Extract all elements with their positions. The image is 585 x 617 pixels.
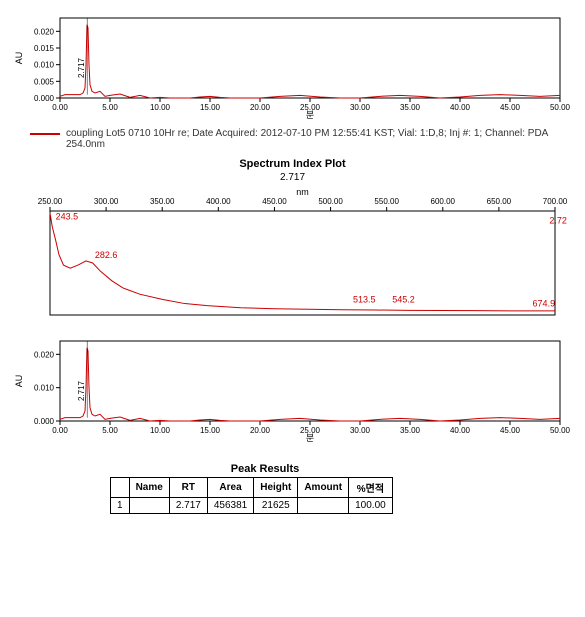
svg-text:35.00: 35.00 <box>400 103 421 112</box>
caption-line2: 254.0nm <box>66 139 548 150</box>
svg-text:300.00: 300.00 <box>94 197 119 206</box>
svg-text:nm: nm <box>296 187 309 197</box>
svg-text:0.020: 0.020 <box>34 27 55 36</box>
svg-text:5.00: 5.00 <box>102 103 118 112</box>
svg-text:분: 분 <box>306 110 314 120</box>
svg-text:513.5: 513.5 <box>353 295 376 305</box>
chromatogram-2: 0.000 0.010 0.020 AU 0.00 5.00 10.00 15.00 20.00… <box>10 333 575 443</box>
svg-text:400.00: 400.00 <box>206 197 231 206</box>
svg-text:5.00: 5.00 <box>102 426 118 435</box>
svg-text:0.010: 0.010 <box>34 384 55 393</box>
svg-text:0.000: 0.000 <box>34 417 55 426</box>
svg-text:10.00: 10.00 <box>150 103 171 112</box>
caption-row: coupling Lot5 0710 10Hr re; Date Acquire… <box>30 128 575 150</box>
svg-text:20.00: 20.00 <box>250 103 271 112</box>
svg-text:40.00: 40.00 <box>450 426 471 435</box>
svg-text:0.020: 0.020 <box>34 350 55 359</box>
table-header: Name <box>129 478 169 498</box>
svg-text:674.9: 674.9 <box>533 299 556 309</box>
svg-text:450.00: 450.00 <box>262 197 287 206</box>
svg-text:545.2: 545.2 <box>392 295 415 305</box>
table-header: Amount <box>298 478 349 498</box>
spectrum-subtitle: 2.717 <box>10 172 575 183</box>
table-row: 12.71745638121625100.00 <box>111 498 393 514</box>
svg-text:35.00: 35.00 <box>400 426 421 435</box>
peak-results: Peak Results NameRTAreaHeightAmount%면적 1… <box>10 463 575 514</box>
svg-text:0.000: 0.000 <box>34 94 55 103</box>
svg-text:0.00: 0.00 <box>52 426 68 435</box>
peak-table: NameRTAreaHeightAmount%면적 12.71745638121… <box>110 477 393 514</box>
svg-text:2.717: 2.717 <box>77 57 86 78</box>
peak-table-title: Peak Results <box>110 463 420 475</box>
svg-text:AU: AU <box>14 375 24 388</box>
spectrum-plot: 250.00 300.00 350.00 400.00 450.00 500.00 550.… <box>10 185 575 325</box>
svg-text:500.00: 500.00 <box>318 197 343 206</box>
svg-text:15.00: 15.00 <box>200 426 221 435</box>
spectrum-title: Spectrum Index Plot <box>10 158 575 170</box>
svg-text:45.00: 45.00 <box>500 426 521 435</box>
svg-text:243.5: 243.5 <box>56 211 79 221</box>
svg-text:50.00: 50.00 <box>550 426 570 435</box>
svg-text:282.6: 282.6 <box>95 250 118 260</box>
svg-text:20.00: 20.00 <box>250 426 271 435</box>
svg-text:2.717: 2.717 <box>77 380 86 401</box>
svg-text:550.00: 550.00 <box>374 197 399 206</box>
svg-text:AU: AU <box>14 52 24 65</box>
svg-text:50.00: 50.00 <box>550 103 570 112</box>
svg-text:30.00: 30.00 <box>350 426 371 435</box>
svg-text:0.010: 0.010 <box>34 61 55 70</box>
svg-text:40.00: 40.00 <box>450 103 471 112</box>
svg-text:650.00: 650.00 <box>487 197 512 206</box>
svg-text:2.72: 2.72 <box>549 215 567 225</box>
legend-line-icon <box>30 133 60 135</box>
table-header <box>111 478 130 498</box>
svg-text:15.00: 15.00 <box>200 103 221 112</box>
table-header: RT <box>169 478 207 498</box>
table-header: Height <box>254 478 298 498</box>
svg-text:700.00: 700.00 <box>543 197 568 206</box>
table-header: %면적 <box>349 478 393 498</box>
svg-text:30.00: 30.00 <box>350 103 371 112</box>
svg-text:10.00: 10.00 <box>150 426 171 435</box>
caption-line1: coupling Lot5 0710 10Hr re; Date Acquire… <box>66 128 548 139</box>
svg-text:250.00: 250.00 <box>38 197 63 206</box>
table-header: Area <box>207 478 253 498</box>
svg-text:0.00: 0.00 <box>52 103 68 112</box>
svg-text:600.00: 600.00 <box>431 197 456 206</box>
svg-text:0.015: 0.015 <box>34 44 55 53</box>
svg-text:0.005: 0.005 <box>34 77 55 86</box>
svg-text:45.00: 45.00 <box>500 103 521 112</box>
chromatogram-1: 0.000 0.005 0.010 0.015 0.020 AU 0.00 5.00 10.00… <box>10 10 575 120</box>
svg-text:350.00: 350.00 <box>150 197 175 206</box>
svg-text:분: 분 <box>306 433 314 443</box>
